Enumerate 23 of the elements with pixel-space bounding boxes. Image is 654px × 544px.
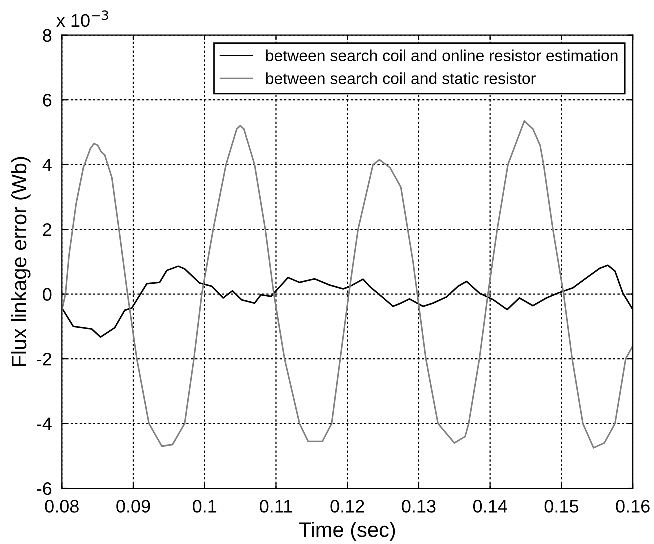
y-tick-label: -4	[37, 418, 52, 430]
x-tick-label: 0.08	[45, 500, 79, 513]
x-axis-title: Time (sec)	[299, 522, 396, 542]
legend-label: between search coil and static resistor	[266, 72, 536, 84]
x-tick-label: 0.15	[544, 500, 579, 513]
y-tick-label: -2	[37, 352, 52, 366]
y-tick-label: -6	[37, 482, 52, 496]
y-tick-label: 6	[43, 94, 52, 107]
legend-label: between search coil and online resistor estimation	[266, 50, 618, 62]
y-tick-label: 4	[42, 158, 52, 172]
x-tick-label: 0.12	[330, 500, 364, 513]
y-axis-title: Flux linkage error (Wb)	[11, 157, 31, 366]
y-tick-label: 2	[43, 224, 52, 236]
text: x 10$^{−3}$	[56, 10, 108, 28]
y-tick-label: 0	[43, 288, 52, 302]
x-tick-label: 0.1	[193, 500, 217, 513]
x-tick-label: 0.14	[473, 500, 508, 513]
line-series	[62, 120, 634, 449]
x-tick-label: 0.13	[402, 500, 436, 513]
y-tick-label: 8	[43, 29, 52, 42]
x-tick-label: 0.16	[616, 500, 650, 513]
x-tick-label: 0.09	[116, 500, 150, 513]
x-tick-label: 0.11	[260, 500, 292, 513]
